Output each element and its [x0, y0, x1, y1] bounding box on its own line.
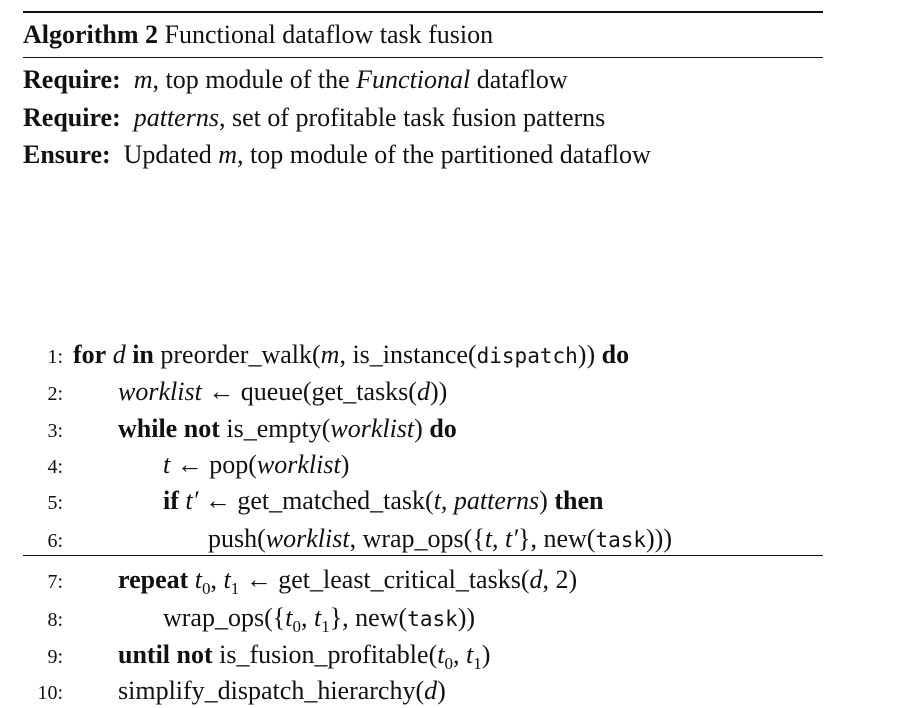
bottom-rule	[23, 555, 823, 556]
line-number: 9:	[47, 645, 63, 668]
line-number: 5:	[47, 491, 63, 514]
line-number: 10:	[37, 681, 63, 704]
top-rule	[23, 11, 823, 13]
line-number: 3:	[47, 419, 63, 442]
line-number: 6:	[47, 529, 63, 552]
ensure-keyword: Ensure:	[23, 140, 111, 169]
line-number: 1:	[47, 345, 63, 368]
require-line-1: Require: m, top module of the Functional…	[23, 65, 568, 94]
algorithm-line-5: 5: if t′ ← get_matched_task(t, patterns) …	[23, 486, 603, 518]
preamble: Require: m, top module of the Functional…	[23, 61, 823, 174]
algorithm-title: Functional dataflow task fusion	[164, 20, 494, 49]
line-number: 2:	[47, 382, 63, 405]
algorithm-line-8: 8: wrap_ops({t0, t1}, new(task))	[23, 603, 475, 642]
require-line-2: Require: patterns, set of profitable tas…	[23, 102, 606, 132]
algorithm-block: Algorithm 2 Functional dataflow task fus…	[23, 11, 823, 705]
algorithm-line-1: 1: for d in preorder_walk(m, is_instance(…	[23, 340, 629, 372]
require-keyword: Require:	[23, 65, 121, 94]
line-number: 4:	[47, 455, 63, 478]
algorithm-line-6: 6: push(worklist, wrap_ops({t, t′}, new(t…	[23, 524, 672, 556]
line-number: 8:	[47, 608, 63, 631]
caption-rule	[23, 57, 823, 58]
algorithm-line-3: 3: while not is_empty(worklist) do	[23, 414, 456, 446]
require-keyword: Require:	[23, 102, 121, 132]
algorithm-label: Algorithm 2	[23, 20, 159, 49]
algorithm-line-7: 7: repeat t0, t1 ← get_least_critical_tas…	[23, 565, 577, 604]
algorithm-caption: Algorithm 2 Functional dataflow task fus…	[23, 13, 823, 57]
ensure-line: Ensure: Updated m, top module of the par…	[23, 140, 651, 169]
algorithm-line-10: 10: simplify_dispatch_hierarchy(d)	[23, 676, 445, 708]
algorithm-line-2: 2: worklist ← queue(get_tasks(d))	[23, 377, 447, 409]
line-number: 7:	[47, 570, 63, 593]
algorithm-line-4: 4: t ← pop(worklist)	[23, 450, 349, 482]
algorithm-line-9: 9: until not is_fusion_profitable(t0, t1)	[23, 640, 490, 679]
